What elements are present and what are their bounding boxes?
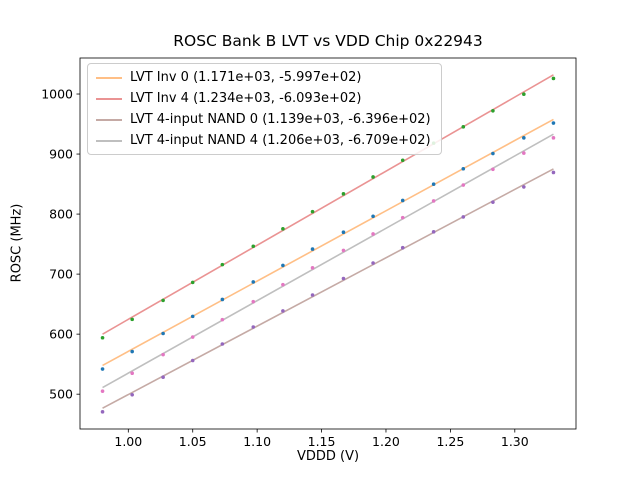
x-axis-label: VDDD (V)	[296, 449, 360, 464]
data-point	[161, 331, 165, 336]
data-point	[371, 175, 375, 179]
data-point	[251, 280, 256, 284]
data-point	[431, 230, 436, 234]
chart-title: ROSC Bank B LVT vs VDD Chip 0x22943	[173, 32, 483, 50]
data-point	[522, 136, 526, 140]
data-point	[461, 215, 466, 219]
y-tick-label: 800	[49, 207, 73, 222]
x-tick-label: 1.05	[179, 434, 207, 449]
data-point	[461, 125, 466, 129]
data-point	[251, 244, 256, 249]
data-point	[281, 309, 285, 313]
data-point	[220, 317, 225, 322]
axes-spines	[79, 57, 577, 430]
data-point	[100, 367, 105, 371]
x-tick-label: 1.30	[501, 434, 529, 449]
data-point	[491, 200, 495, 204]
data-point	[251, 325, 256, 329]
fit-line	[102, 118, 554, 367]
y-tick-label: 1000	[41, 87, 73, 102]
legend-label: LVT Inv 0 (1.171e+03, -5.997e+02)	[130, 70, 362, 85]
data-point	[220, 297, 225, 302]
data-point	[190, 280, 195, 285]
data-point	[161, 375, 165, 379]
data-point	[190, 335, 195, 339]
data-point	[461, 166, 466, 171]
y-tick-label: 700	[49, 267, 73, 282]
data-point	[220, 342, 225, 346]
data-point	[310, 293, 315, 297]
fit-line	[102, 74, 554, 335]
data-point	[431, 182, 436, 186]
data-point	[100, 335, 105, 340]
data-point	[341, 248, 346, 253]
x-tick-label: 1.25	[436, 434, 464, 449]
data-point	[281, 263, 285, 268]
fit-line	[102, 133, 554, 389]
data-point	[130, 349, 134, 354]
data-point	[551, 136, 556, 140]
x-tick-label: 1.20	[372, 434, 400, 449]
data-point	[310, 266, 315, 270]
x-tick-label: 1.15	[308, 434, 336, 449]
data-point	[310, 247, 315, 251]
y-tick-label: 600	[49, 327, 73, 342]
data-point	[310, 209, 315, 214]
data-point	[281, 282, 285, 287]
data-point	[522, 92, 526, 96]
fit-line	[102, 168, 554, 409]
y-tick-label: 500	[49, 387, 73, 402]
legend: LVT Inv 0 (1.171e+03, -5.997e+02) LVT In…	[87, 63, 442, 155]
data-point	[400, 158, 405, 163]
data-point	[551, 76, 556, 81]
legend-line-swatch	[96, 76, 122, 79]
y-axis-label: ROSC (MHz)	[9, 203, 25, 283]
legend-item: LVT 4-input NAND 0 (1.139e+03, -6.396e+0…	[96, 112, 431, 127]
data-point	[341, 276, 346, 281]
data-point	[190, 314, 195, 319]
data-point	[100, 389, 105, 393]
data-point	[461, 183, 466, 187]
data-point	[341, 230, 346, 235]
data-point	[371, 214, 375, 219]
data-point	[400, 215, 405, 220]
x-tick-label: 1.10	[243, 434, 271, 449]
data-point	[130, 317, 134, 322]
legend-label: LVT 4-input NAND 4 (1.206e+03, -6.709e+0…	[130, 133, 431, 148]
data-point	[551, 170, 556, 175]
data-point	[190, 358, 195, 363]
legend-item: LVT 4-input NAND 4 (1.206e+03, -6.709e+0…	[96, 133, 431, 148]
data-point	[400, 198, 405, 203]
data-point	[400, 245, 405, 250]
data-point	[251, 299, 256, 304]
data-point	[522, 185, 526, 189]
data-point	[371, 261, 375, 265]
data-point	[341, 192, 346, 196]
data-point	[522, 151, 526, 155]
data-point	[551, 121, 556, 125]
data-point	[431, 199, 436, 203]
x-tick-label: 1.00	[114, 434, 142, 449]
data-point	[161, 352, 165, 357]
data-point	[281, 227, 285, 231]
legend-item: LVT Inv 4 (1.234e+03, -6.093e+02)	[96, 91, 431, 106]
data-point	[130, 392, 134, 397]
data-point	[220, 262, 225, 267]
legend-line-swatch	[96, 118, 122, 121]
data-point	[371, 232, 375, 236]
y-tick-label: 900	[49, 147, 73, 162]
legend-label: LVT Inv 4 (1.234e+03, -6.093e+02)	[130, 91, 362, 106]
data-point	[491, 108, 495, 113]
legend-line-swatch	[96, 97, 122, 100]
data-point	[491, 167, 495, 172]
data-point	[161, 298, 165, 303]
legend-item: LVT Inv 0 (1.171e+03, -5.997e+02)	[96, 70, 431, 85]
legend-label: LVT 4-input NAND 0 (1.139e+03, -6.396e+0…	[130, 112, 431, 127]
data-point	[100, 410, 105, 414]
legend-line-swatch	[96, 139, 122, 142]
data-point	[491, 151, 495, 156]
data-point	[130, 371, 134, 376]
